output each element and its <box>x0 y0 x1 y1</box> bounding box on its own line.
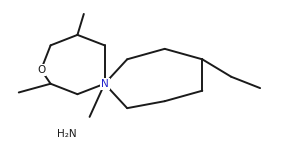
Text: H₂N: H₂N <box>57 129 76 139</box>
Text: O: O <box>37 65 45 75</box>
Text: N: N <box>101 79 108 89</box>
